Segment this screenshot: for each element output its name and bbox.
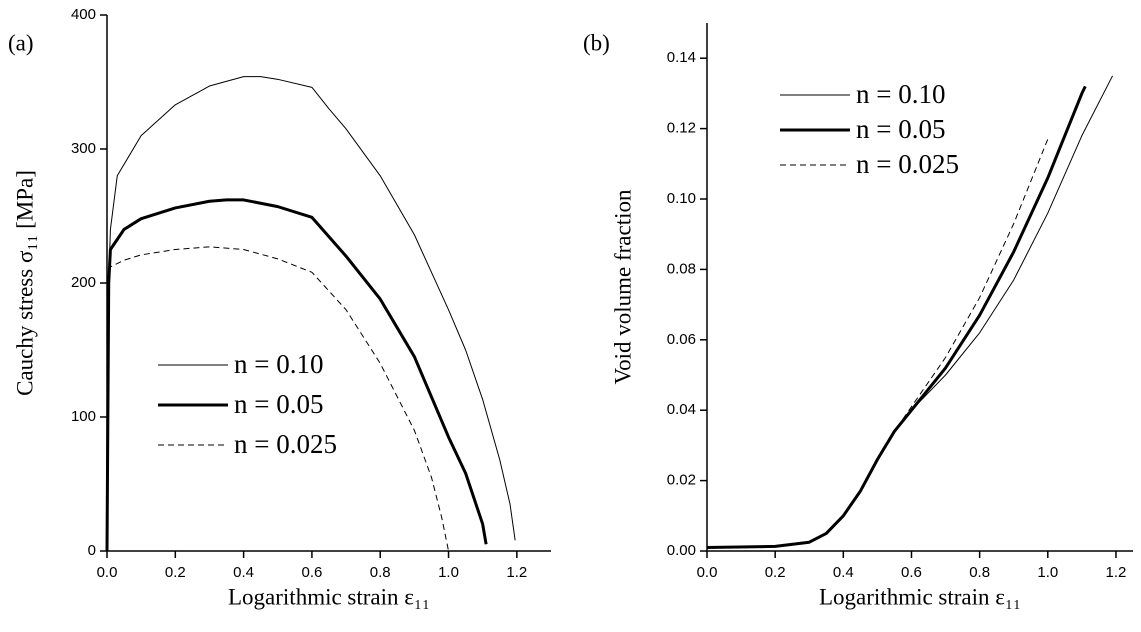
y-tick-label: 0.06 — [667, 331, 696, 348]
legend-label: n = 0.10 — [856, 79, 945, 109]
data-line — [106, 76, 516, 552]
x-tick-label: 1.0 — [438, 564, 459, 581]
x-tick-label: 0.0 — [97, 564, 118, 581]
legend-label: n = 0.10 — [234, 349, 323, 379]
panel-label: (a) — [8, 30, 34, 55]
y-tick-label: 0.04 — [667, 401, 696, 418]
data-line — [706, 138, 1049, 548]
x-tick-label: 0.8 — [969, 564, 990, 581]
y-tick-label: 0.12 — [667, 120, 696, 137]
x-tick-label: 0.4 — [833, 564, 854, 581]
y-tick-label: 0.02 — [667, 472, 696, 489]
data-line — [106, 246, 450, 552]
y-tick-label: 0.14 — [667, 49, 696, 66]
x-tick-label: 0.6 — [301, 564, 322, 581]
x-tick-label: 1.0 — [1037, 564, 1058, 581]
x-tick-label: 1.2 — [506, 564, 527, 581]
y-tick-label: 0.00 — [667, 542, 696, 559]
y-tick-label: 300 — [71, 140, 96, 157]
legend-label: n = 0.05 — [856, 114, 945, 144]
panel-label: (b) — [583, 30, 610, 55]
x-axis-title: Logarithmic strain ε₁₁ — [228, 584, 430, 609]
y-axis-title: Void volume fraction — [610, 189, 635, 385]
y-tick-label: 0 — [88, 542, 96, 559]
legend-label: n = 0.05 — [234, 389, 323, 419]
y-tick-label: 0.08 — [667, 260, 696, 277]
x-tick-label: 0.2 — [165, 564, 186, 581]
y-axis-title: Cauchy stress σ₁₁ [MPa] — [12, 170, 37, 396]
data-line — [706, 75, 1113, 548]
x-tick-label: 0.4 — [233, 564, 254, 581]
x-tick-label: 1.2 — [1106, 564, 1127, 581]
y-tick-label: 200 — [71, 274, 96, 291]
x-tick-label: 0.8 — [370, 564, 391, 581]
data-line — [105, 198, 488, 552]
y-tick-label: 100 — [71, 408, 96, 425]
x-tick-label: 0.6 — [901, 564, 922, 581]
x-tick-label: 0.2 — [765, 564, 786, 581]
legend-label: n = 0.025 — [856, 149, 959, 179]
y-tick-label: 0.10 — [667, 190, 696, 207]
x-tick-label: 0.0 — [697, 564, 718, 581]
legend-label: n = 0.025 — [234, 429, 337, 459]
x-axis-title: Logarithmic strain ε₁₁ — [819, 584, 1021, 609]
y-tick-label: 400 — [71, 6, 96, 23]
